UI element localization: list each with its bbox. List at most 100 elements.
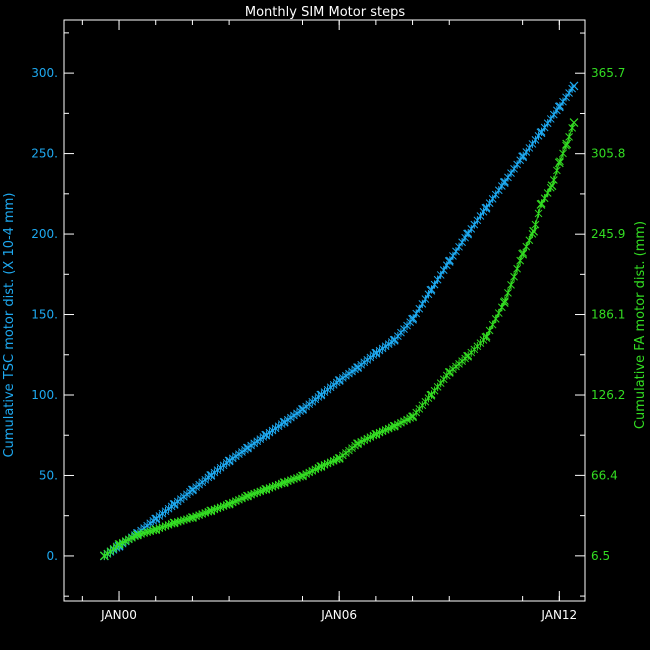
x-tick-label: JAN06 xyxy=(320,608,357,622)
series-1-point xyxy=(547,181,557,191)
series-0-marker xyxy=(522,147,531,157)
series-0-point xyxy=(169,500,179,509)
series-1-marker xyxy=(326,458,335,467)
series-0-marker xyxy=(559,97,567,106)
series-0-point xyxy=(224,456,234,466)
series-0-point xyxy=(151,514,161,524)
series-0-marker xyxy=(424,290,433,299)
series-1-point xyxy=(279,478,289,488)
series-0-marker xyxy=(516,156,525,165)
left-tick-label: 250. xyxy=(31,147,58,161)
series-1-point xyxy=(569,118,579,127)
series-0-point xyxy=(444,256,454,266)
series-0-marker xyxy=(418,299,427,309)
x-tick-label: JAN00 xyxy=(100,608,137,622)
series-1-point xyxy=(316,462,326,471)
series-0-point xyxy=(353,363,362,373)
series-1-marker xyxy=(534,209,543,218)
series-0-marker xyxy=(549,110,558,119)
series-0-marker xyxy=(476,211,485,221)
right-tick-label: 305.8 xyxy=(591,147,625,161)
series-0-marker xyxy=(528,139,537,149)
right-tick-label: 6.5 xyxy=(591,549,610,563)
series-0-marker xyxy=(436,270,445,280)
series-0-marker xyxy=(415,304,424,313)
x-axis: JAN00 JAN06 JAN12 xyxy=(81,20,577,622)
plot-frame xyxy=(63,19,586,602)
series-1-marker xyxy=(543,188,552,198)
left-tick-label: 300. xyxy=(31,66,58,80)
series-0-marker xyxy=(458,238,466,247)
series-1-marker xyxy=(436,378,445,388)
series-1-point xyxy=(224,499,234,509)
series-0-point xyxy=(499,178,509,187)
series-0-marker xyxy=(531,135,540,145)
series-0-point xyxy=(518,152,528,162)
series-1-point xyxy=(298,471,307,481)
series-0-marker xyxy=(473,216,482,225)
series-0-marker xyxy=(421,294,430,304)
series-1-point xyxy=(114,540,124,549)
series-0-point xyxy=(371,348,381,358)
series-0-point xyxy=(206,471,216,480)
series-1-point xyxy=(463,351,473,361)
right-tick-label: 66.4 xyxy=(591,468,618,482)
series-1-marker xyxy=(553,166,561,175)
series-1-point xyxy=(334,454,344,463)
series-0-point xyxy=(569,81,579,91)
series-0-marker xyxy=(470,220,479,229)
series-0-point xyxy=(298,405,307,414)
series-1-point xyxy=(187,513,197,522)
series-0-marker xyxy=(510,164,518,174)
series-1-marker xyxy=(323,459,332,468)
series-1-point xyxy=(554,158,564,168)
series-1-marker xyxy=(504,288,512,298)
series-1-marker xyxy=(549,175,558,185)
left-axis-label: Cumulative TSC motor dist. (X 10-4 mm) xyxy=(2,192,17,457)
series-0-marker xyxy=(507,168,515,178)
series-0-point xyxy=(554,102,564,112)
series-1-marker xyxy=(433,382,442,392)
series-1-point xyxy=(206,506,216,516)
right-axis-label: Cumulative FA motor dist. (mm) xyxy=(633,221,648,429)
series-0-point xyxy=(261,430,271,440)
series-1-point xyxy=(481,333,491,342)
series-1-marker xyxy=(565,132,573,142)
series-0-point xyxy=(463,229,473,239)
right-tick-label: 126.2 xyxy=(591,388,625,402)
series-1-marker xyxy=(559,149,567,158)
series-1-marker xyxy=(507,280,515,290)
series-0-marker xyxy=(461,233,469,242)
series-0-marker xyxy=(565,88,573,98)
series-0-point xyxy=(481,203,491,213)
series-0-marker xyxy=(452,247,460,256)
series-1-marker xyxy=(528,229,537,239)
series-0-marker xyxy=(497,181,506,191)
series-1-point xyxy=(389,421,399,431)
series-0-point xyxy=(187,485,197,495)
series-0-marker xyxy=(488,194,497,204)
series-0-marker xyxy=(504,173,512,182)
series-0-marker xyxy=(491,190,500,199)
right-tick-label: 365.7 xyxy=(591,66,625,80)
series-0-marker xyxy=(433,275,442,284)
series-1-point xyxy=(151,525,161,535)
series-0-marker xyxy=(439,265,448,275)
series-1-marker xyxy=(513,264,521,273)
series-0-marker xyxy=(553,106,561,115)
series-1-marker xyxy=(531,220,540,229)
left-tick-label: 50. xyxy=(39,468,58,482)
series-1-marker xyxy=(378,427,387,436)
series-1-marker xyxy=(235,495,243,505)
series-1-marker xyxy=(510,272,518,281)
series-0-point xyxy=(408,314,417,324)
series-1-point xyxy=(499,298,509,307)
series-0-point xyxy=(426,285,436,295)
series-0-marker xyxy=(543,119,552,128)
series-0-point xyxy=(279,417,289,427)
left-y-axis: 0. 50. 100. 150. 200. 250. 300. xyxy=(31,32,74,597)
series-0-point xyxy=(316,390,326,400)
series-1-marker xyxy=(430,386,439,395)
right-y-axis: 6.5 66.4 126.2 186.1 245.9 305.8 365.7 xyxy=(575,32,625,597)
